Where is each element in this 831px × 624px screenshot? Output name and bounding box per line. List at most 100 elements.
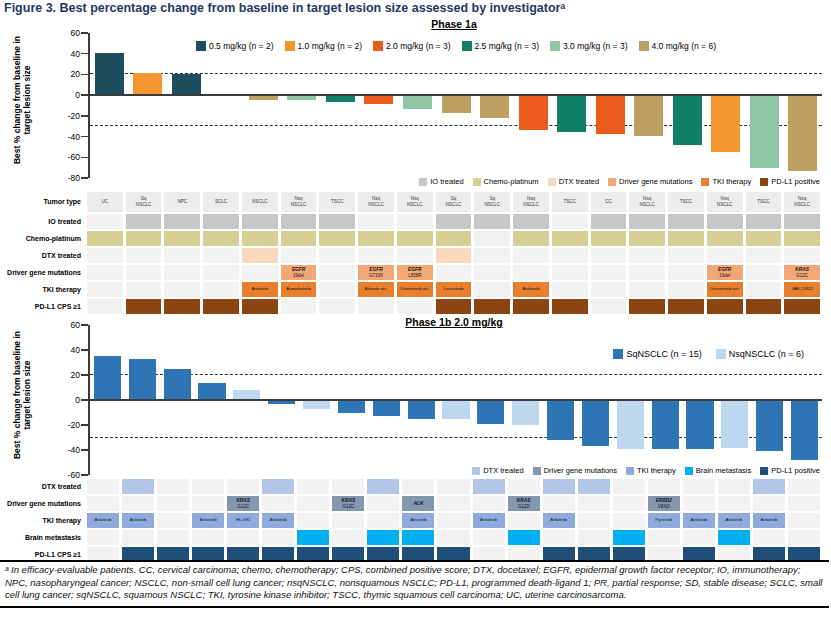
- table-cell: [508, 479, 540, 494]
- row-label: TKI therapy: [2, 513, 84, 528]
- footnote: ᵃ In efficacy-evaluable patients. CC, ce…: [0, 560, 829, 608]
- drug-name: Anlotinib: [199, 518, 218, 523]
- table-cell: [578, 479, 610, 494]
- drug-name: Anlotinib: [689, 518, 708, 523]
- legend-item: 2.0 mg/kg (n = 3): [373, 41, 451, 51]
- table-cell: [227, 530, 259, 545]
- table-cell: [126, 214, 162, 229]
- tumor-type-cell: Sq NSCLC: [474, 192, 510, 212]
- drug-name: Anlotinib: [522, 287, 541, 292]
- table-cell: [332, 513, 364, 528]
- table-cell: EGFRL858R: [397, 265, 433, 280]
- table-cell: [436, 248, 472, 263]
- table-cell: [629, 265, 665, 280]
- table-cell: [297, 496, 329, 511]
- table-cell: [683, 496, 715, 511]
- table-cell: [513, 231, 549, 246]
- table-cell: [87, 231, 123, 246]
- legend-item: 1.0 mg/kg (n = 2): [285, 41, 363, 51]
- table-cell: [87, 265, 123, 280]
- table-cell: [242, 214, 278, 229]
- bar: [686, 400, 713, 449]
- bar: [512, 400, 539, 425]
- table-cell: [126, 265, 162, 280]
- table-cell: [126, 248, 162, 263]
- table-cell: KRASG12C: [332, 496, 364, 511]
- table-cell: [552, 248, 588, 263]
- table-cell: [367, 513, 399, 528]
- table-cell: [87, 299, 123, 314]
- figure-title: Figure 3. Best percentage change from ba…: [4, 1, 565, 15]
- legend-item: 4.0 mg/kg (n = 6): [639, 41, 717, 51]
- table-cell: [474, 248, 510, 263]
- table-cell: [122, 496, 154, 511]
- drug-name: Anlotinib: [479, 518, 498, 523]
- legend-item: TKI therapy: [626, 466, 676, 475]
- table-cell: Osimertinib etc.: [397, 282, 433, 297]
- table-cell: [192, 479, 224, 494]
- drug-name: Anlotinib: [250, 287, 269, 292]
- y-tick-mark: [81, 74, 88, 76]
- legend-label: 4.0 mg/kg (n = 6): [652, 41, 717, 51]
- phase1a-title: Phase 1a: [88, 18, 820, 30]
- legend-label: 0.5 mg/kg (n = 2): [209, 41, 274, 51]
- y-tick-label: -20: [46, 111, 80, 121]
- tumor-type-cell: NSCLC: [242, 192, 278, 212]
- table-cell: [319, 265, 355, 280]
- bar: [364, 95, 393, 104]
- table-cell: [297, 530, 329, 545]
- table-cell: [87, 282, 123, 297]
- bar: [129, 359, 156, 400]
- table-cell: [122, 479, 154, 494]
- table-cell: [707, 214, 743, 229]
- phase1a-plot: 0.5 mg/kg (n = 2) 1.0 mg/kg (n = 2) 2.0 mg…: [88, 33, 822, 178]
- table-cell: [746, 248, 782, 263]
- table-cell: [718, 479, 750, 494]
- table-cell: [668, 265, 704, 280]
- table-cell: [367, 496, 399, 511]
- bar: [338, 400, 365, 413]
- table-cell: [319, 282, 355, 297]
- phase1a-y-axis-label: Best % change from baseline in target le…: [12, 25, 32, 175]
- table-cell: [319, 231, 355, 246]
- row-label: DTX treated: [2, 479, 84, 494]
- table-cell: [513, 265, 549, 280]
- drug-name: Anlotinib: [759, 518, 778, 523]
- y-tick-label: 0: [46, 90, 80, 100]
- table-cell: [402, 530, 434, 545]
- table-cell: [473, 496, 505, 511]
- legend-swatch: [548, 178, 556, 186]
- bar: [480, 95, 509, 118]
- row-label: DTX treated: [2, 248, 84, 263]
- bar: [172, 74, 201, 95]
- table-cell: [591, 231, 627, 246]
- y-tick-mark: [81, 449, 88, 451]
- table-cell: [262, 496, 294, 511]
- legend-item: Brain metastasis: [685, 466, 751, 475]
- table-cell: [397, 248, 433, 263]
- table-cell: [629, 248, 665, 263]
- legend-label: DTX treated: [483, 466, 523, 475]
- table-cell: [629, 282, 665, 297]
- table-cell: [297, 513, 329, 528]
- legend-label: Chemo-platinum: [484, 177, 539, 186]
- legend-swatch: [285, 41, 295, 51]
- y-tick-mark: [81, 115, 88, 117]
- table-cell: ALK: [402, 496, 434, 511]
- table-cell: [683, 530, 715, 545]
- row-label: PD-L1 CPS ≥1: [2, 299, 84, 314]
- table-cell: [668, 231, 704, 246]
- table-cell: [164, 265, 200, 280]
- table-cell: [513, 214, 549, 229]
- table-cell: JAB-21822: [784, 282, 820, 297]
- tumor-type-cell: Nsq NSCLC: [629, 192, 665, 212]
- legend-item: IO treated: [419, 177, 463, 186]
- table-cell: [613, 479, 645, 494]
- drug-name: Afatinib etc.: [364, 287, 389, 292]
- legend-swatch: [639, 41, 649, 51]
- table-cell: [436, 265, 472, 280]
- bar: [403, 95, 432, 108]
- table-cell: [784, 214, 820, 229]
- table-cell: [262, 479, 294, 494]
- table-cell: [126, 282, 162, 297]
